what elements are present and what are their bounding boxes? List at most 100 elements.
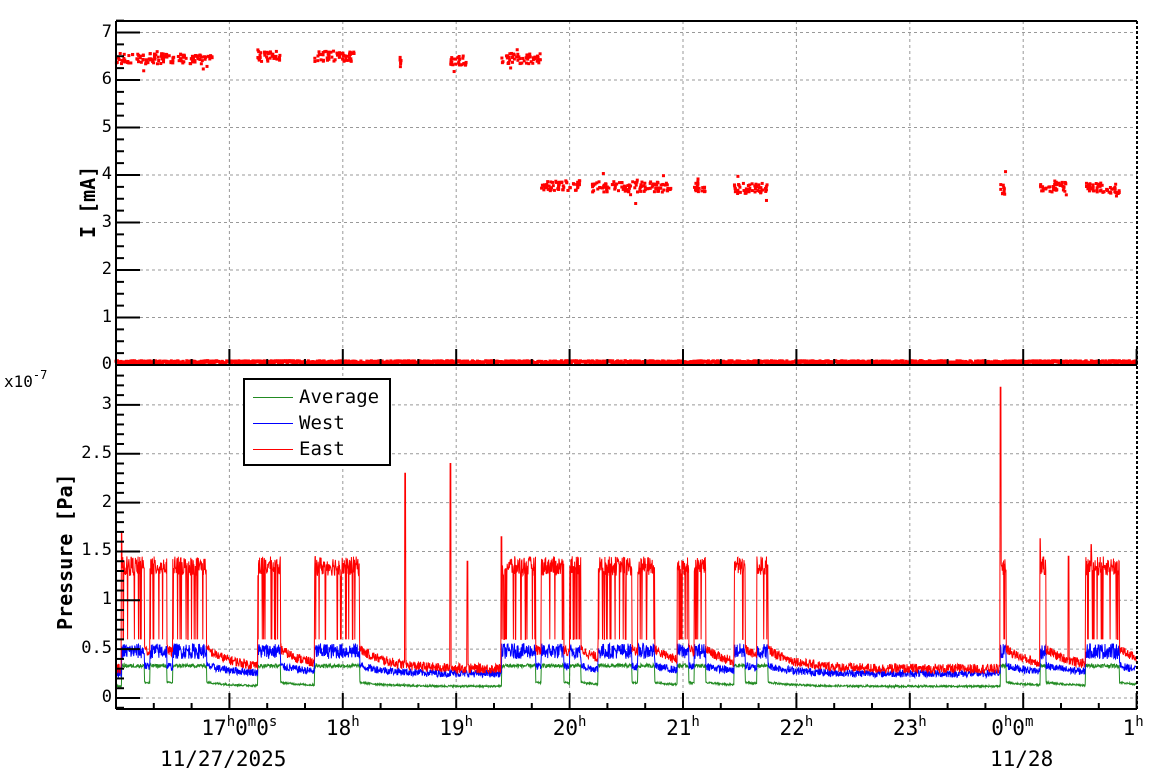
x-tick-label: 0h0m: [991, 714, 1034, 740]
data-point: [551, 361, 555, 365]
data-point: [206, 54, 210, 58]
data-point: [975, 361, 979, 365]
data-point: [120, 62, 124, 66]
data-point: [772, 359, 776, 363]
data-point: [141, 53, 145, 57]
data-point: [545, 182, 549, 186]
data-point: [514, 359, 518, 363]
data-point: [256, 48, 260, 52]
data-point: [620, 181, 624, 185]
data-point: [1101, 190, 1105, 194]
data-point: [542, 188, 546, 192]
data-point: [1060, 180, 1064, 184]
data-point: [979, 359, 983, 363]
data-point: [568, 186, 572, 190]
data-point: [916, 361, 920, 365]
current-y-axis-title: I [mA]: [76, 165, 100, 238]
data-point: [138, 56, 142, 60]
data-point: [543, 186, 547, 190]
data-point: [161, 361, 165, 365]
data-point: [1058, 183, 1062, 187]
data-point: [271, 52, 275, 56]
data-point: [258, 53, 262, 57]
data-point: [748, 183, 752, 187]
data-point: [177, 59, 181, 63]
data-point: [457, 61, 461, 65]
data-point: [263, 53, 267, 57]
data-point: [147, 57, 151, 61]
data-point: [137, 60, 141, 64]
data-point: [659, 186, 663, 190]
data-point: [504, 54, 508, 58]
data-point: [513, 361, 517, 365]
data-point: [587, 359, 591, 363]
legend-label-west: West: [299, 412, 345, 434]
data-point: [643, 188, 647, 192]
data-point: [520, 61, 524, 65]
data-point: [1053, 182, 1057, 186]
data-point: [701, 186, 705, 190]
data-point: [306, 359, 310, 363]
data-point: [614, 361, 618, 365]
data-point: [656, 361, 660, 365]
data-point: [278, 58, 282, 62]
data-point: [665, 183, 669, 187]
data-point: [316, 59, 320, 63]
data-point: [561, 188, 565, 192]
data-point: [661, 183, 665, 187]
data-point: [1069, 361, 1073, 365]
data-point: [1042, 361, 1046, 365]
data-point: [645, 187, 649, 191]
y-tick-label: 0.5: [81, 638, 112, 659]
date-label-left: 11/27/2025: [160, 747, 287, 771]
data-point: [577, 183, 581, 187]
data-point: [309, 360, 313, 364]
data-point: [750, 189, 754, 193]
data-point: [344, 58, 348, 62]
data-point: [745, 188, 749, 192]
data-point: [266, 59, 270, 63]
data-point: [464, 60, 468, 64]
data-point: [716, 359, 720, 363]
data-point: [733, 190, 737, 194]
data-point: [703, 189, 707, 193]
data-point: [157, 58, 161, 62]
data-point: [1001, 183, 1005, 187]
data-point: [159, 62, 163, 66]
data-point: [618, 181, 622, 185]
data-point: [631, 180, 635, 184]
data-point: [165, 359, 169, 363]
data-point: [515, 48, 519, 52]
data-point: [243, 361, 247, 365]
data-point: [171, 61, 175, 65]
data-point: [208, 57, 212, 61]
data-point: [754, 182, 758, 186]
data-point: [765, 183, 769, 187]
data-point: [161, 57, 165, 61]
data-point: [619, 359, 623, 363]
data-point: [552, 188, 556, 192]
data-point: [522, 359, 526, 363]
data-point: [257, 50, 261, 54]
date-label-right: 11/28: [990, 747, 1054, 771]
y-tick-label: 0: [101, 354, 112, 374]
y-tick-label: 3: [101, 393, 112, 414]
data-point: [1098, 184, 1102, 188]
data-point: [574, 188, 578, 192]
data-point: [500, 56, 504, 60]
data-point: [1105, 362, 1109, 366]
data-point: [431, 361, 435, 365]
data-point: [203, 57, 207, 61]
data-point: [141, 57, 145, 61]
data-point: [823, 361, 827, 365]
data-point: [564, 179, 568, 183]
data-point: [164, 361, 168, 365]
data-point: [521, 56, 525, 60]
data-point: [665, 188, 669, 192]
data-point: [733, 187, 737, 191]
data-point: [726, 361, 730, 365]
data-point: [862, 359, 866, 363]
data-point: [144, 58, 148, 62]
data-point: [259, 51, 263, 55]
data-point: [155, 50, 159, 54]
